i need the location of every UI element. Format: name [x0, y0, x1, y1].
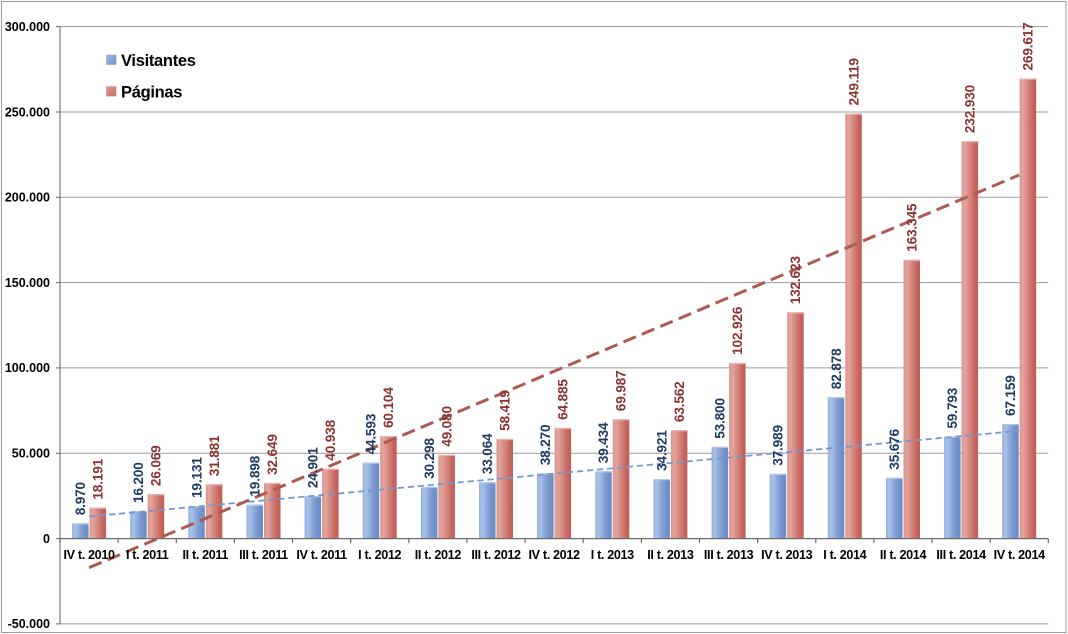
- svg-text:I t. 2014: I t. 2014: [823, 548, 866, 562]
- svg-text:50.000: 50.000: [12, 447, 50, 461]
- svg-text:232.930: 232.930: [963, 84, 978, 133]
- svg-text:250.000: 250.000: [5, 105, 50, 119]
- svg-text:I t. 2011: I t. 2011: [126, 548, 169, 562]
- svg-text:-50.000: -50.000: [8, 617, 50, 631]
- svg-text:II t. 2013: II t. 2013: [647, 548, 694, 562]
- svg-text:33.064: 33.064: [480, 433, 495, 474]
- svg-text:II t. 2014: II t. 2014: [880, 548, 927, 562]
- svg-text:I t. 2013: I t. 2013: [591, 548, 634, 562]
- svg-text:40.938: 40.938: [323, 419, 338, 460]
- svg-text:69.987: 69.987: [614, 370, 629, 411]
- svg-text:200.000: 200.000: [5, 191, 50, 205]
- svg-text:19.898: 19.898: [247, 455, 262, 496]
- svg-text:269.617: 269.617: [1021, 22, 1036, 71]
- svg-text:67.159: 67.159: [1003, 375, 1018, 416]
- svg-text:82.878: 82.878: [829, 348, 844, 389]
- svg-text:Páginas: Páginas: [121, 84, 182, 102]
- svg-text:II t. 2011: II t. 2011: [183, 548, 229, 562]
- svg-text:58.419: 58.419: [498, 390, 513, 431]
- svg-text:16.200: 16.200: [131, 462, 146, 503]
- svg-text:8.970: 8.970: [73, 481, 88, 515]
- svg-text:31.881: 31.881: [207, 435, 222, 476]
- svg-text:III t. 2012: III t. 2012: [471, 548, 521, 562]
- svg-text:III t. 2011: III t. 2011: [239, 548, 288, 562]
- svg-text:II t. 2012: II t. 2012: [415, 548, 462, 562]
- svg-text:49.080: 49.080: [439, 406, 454, 447]
- svg-text:59.793: 59.793: [945, 387, 960, 428]
- svg-text:163.345: 163.345: [904, 203, 919, 252]
- svg-text:24.901: 24.901: [306, 447, 321, 488]
- svg-text:64.885: 64.885: [556, 379, 571, 420]
- svg-text:I t. 2012: I t. 2012: [358, 548, 401, 562]
- svg-text:100.000: 100.000: [5, 361, 50, 375]
- svg-text:38.270: 38.270: [538, 424, 553, 465]
- svg-text:63.562: 63.562: [672, 381, 687, 422]
- svg-text:IV t. 2014: IV t. 2014: [994, 548, 1045, 562]
- svg-text:60.104: 60.104: [381, 387, 396, 428]
- svg-text:44.593: 44.593: [364, 413, 379, 454]
- svg-text:III t. 2013: III t. 2013: [704, 548, 754, 562]
- svg-text:30.298: 30.298: [422, 438, 437, 479]
- svg-text:150.000: 150.000: [5, 276, 50, 290]
- svg-text:19.131: 19.131: [189, 457, 204, 498]
- svg-text:IV t. 2012: IV t. 2012: [529, 548, 580, 562]
- svg-text:102.926: 102.926: [730, 306, 745, 355]
- svg-text:26.069: 26.069: [149, 445, 164, 486]
- svg-text:35.676: 35.676: [887, 428, 902, 469]
- svg-text:18.191: 18.191: [91, 458, 106, 499]
- svg-text:32.649: 32.649: [265, 434, 280, 475]
- svg-text:39.434: 39.434: [596, 422, 611, 463]
- svg-text:37.989: 37.989: [771, 425, 786, 466]
- svg-text:IV t. 2013: IV t. 2013: [761, 548, 812, 562]
- svg-text:Visitantes: Visitantes: [121, 52, 196, 70]
- svg-text:III t. 2014: III t. 2014: [936, 548, 986, 562]
- svg-text:0: 0: [43, 532, 50, 546]
- svg-text:53.800: 53.800: [713, 398, 728, 439]
- svg-text:132.623: 132.623: [788, 256, 803, 305]
- svg-text:300.000: 300.000: [5, 20, 50, 34]
- svg-text:249.119: 249.119: [846, 58, 861, 106]
- svg-text:IV t. 2010: IV t. 2010: [64, 548, 115, 562]
- svg-text:IV t. 2011: IV t. 2011: [296, 548, 347, 562]
- svg-text:34.921: 34.921: [654, 430, 669, 471]
